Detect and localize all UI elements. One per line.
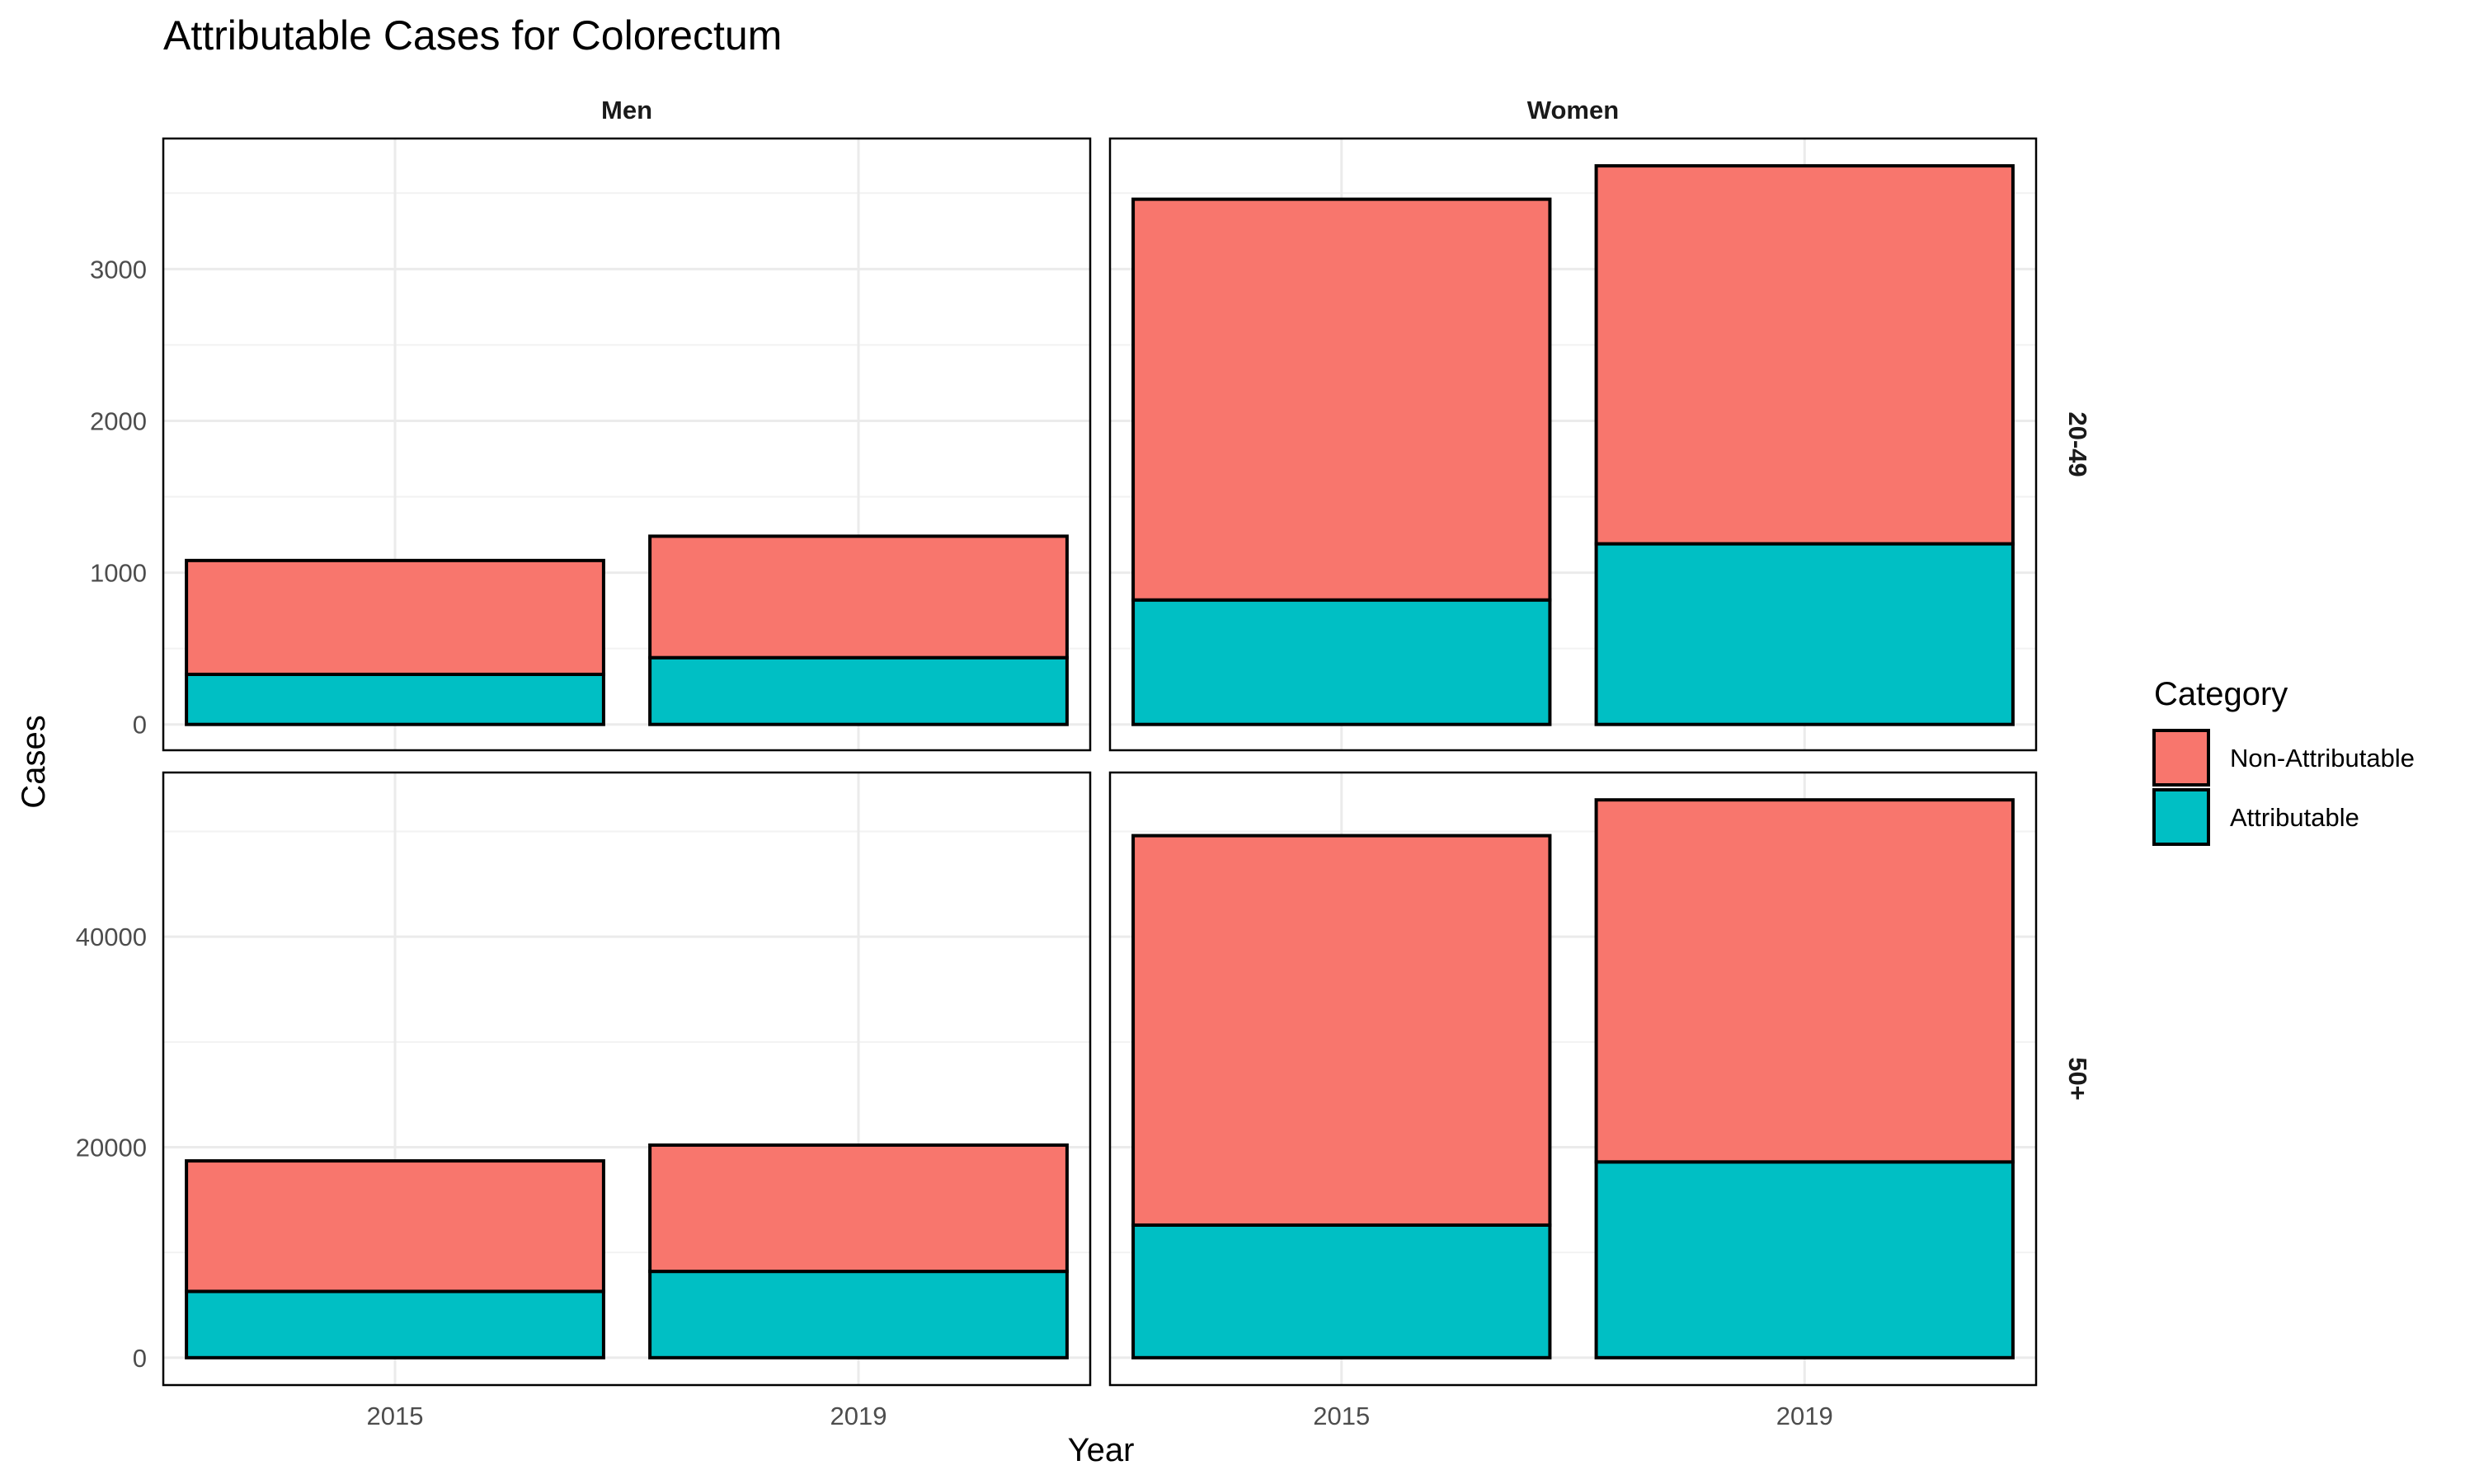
legend-swatch-attributable <box>2152 788 2210 846</box>
bar-non-attributable-2019 <box>648 534 1069 660</box>
strip-label-men: Men <box>601 96 652 124</box>
y-tick-label: 40000 <box>76 923 147 951</box>
bar-non-attributable-2019 <box>1594 798 2015 1164</box>
bar-non-attributable-2019 <box>1594 164 2015 546</box>
legend: Category Non-Attributable Attributable <box>2152 676 2415 846</box>
legend-label-attributable: Attributable <box>2230 803 2359 832</box>
x-tick-label: 2019 <box>1776 1402 1833 1430</box>
strip-label-row-50: 50+ <box>2063 1057 2092 1101</box>
legend-label-non-attributable: Non-Attributable <box>2230 744 2415 773</box>
y-axis-title: Cases <box>16 715 52 808</box>
x-tick-label: 2015 <box>1313 1402 1370 1430</box>
strip-label-row-20-49: 20-49 <box>2063 411 2092 477</box>
bar-attributable-2015 <box>185 1289 605 1360</box>
bar-attributable-2019 <box>1594 542 2015 726</box>
y-tick-label: 20000 <box>76 1133 147 1162</box>
y-tick-label: 0 <box>133 1344 147 1373</box>
y-tick-label: 2000 <box>90 406 147 435</box>
bar-attributable-2015 <box>1131 598 1552 726</box>
bar-non-attributable-2015 <box>185 558 605 676</box>
panel-men-20-49 <box>162 137 1092 752</box>
panel-women-50 <box>1108 771 2038 1387</box>
y-tick-label: 1000 <box>90 559 147 588</box>
panel-border <box>162 137 1092 752</box>
bar-attributable-2019 <box>648 1270 1069 1360</box>
bar-attributable-2019 <box>648 655 1069 726</box>
strip-label-women: Women <box>1527 96 1619 124</box>
bar-attributable-2019 <box>1594 1160 2015 1360</box>
facet-panels: Men Women 0 1000 2000 3000 20-49 0 20000 40000 50+… <box>76 96 2092 1430</box>
panel-border <box>1108 137 2038 752</box>
panel-border <box>1108 771 2038 1387</box>
bar-non-attributable-2015 <box>1131 834 1552 1227</box>
y-tick-label: 3000 <box>90 255 147 284</box>
bar-attributable-2015 <box>1131 1223 1552 1360</box>
legend-title: Category <box>2154 676 2288 712</box>
chart-title: Attributable Cases for Colorectum <box>163 12 782 59</box>
panel-border <box>162 771 1092 1387</box>
panel-men-50 <box>162 771 1092 1387</box>
legend-swatch-non-attributable <box>2152 729 2210 787</box>
bar-non-attributable-2015 <box>1131 197 1552 602</box>
bar-attributable-2015 <box>185 672 605 726</box>
bar-non-attributable-2019 <box>648 1143 1069 1274</box>
x-tick-label: 2015 <box>367 1402 424 1430</box>
panel-women-20-49 <box>1108 137 2038 752</box>
x-tick-label: 2019 <box>830 1402 887 1430</box>
x-axis-title: Year <box>1068 1432 1135 1468</box>
bar-non-attributable-2015 <box>185 1159 605 1294</box>
y-tick-label: 0 <box>133 711 147 740</box>
